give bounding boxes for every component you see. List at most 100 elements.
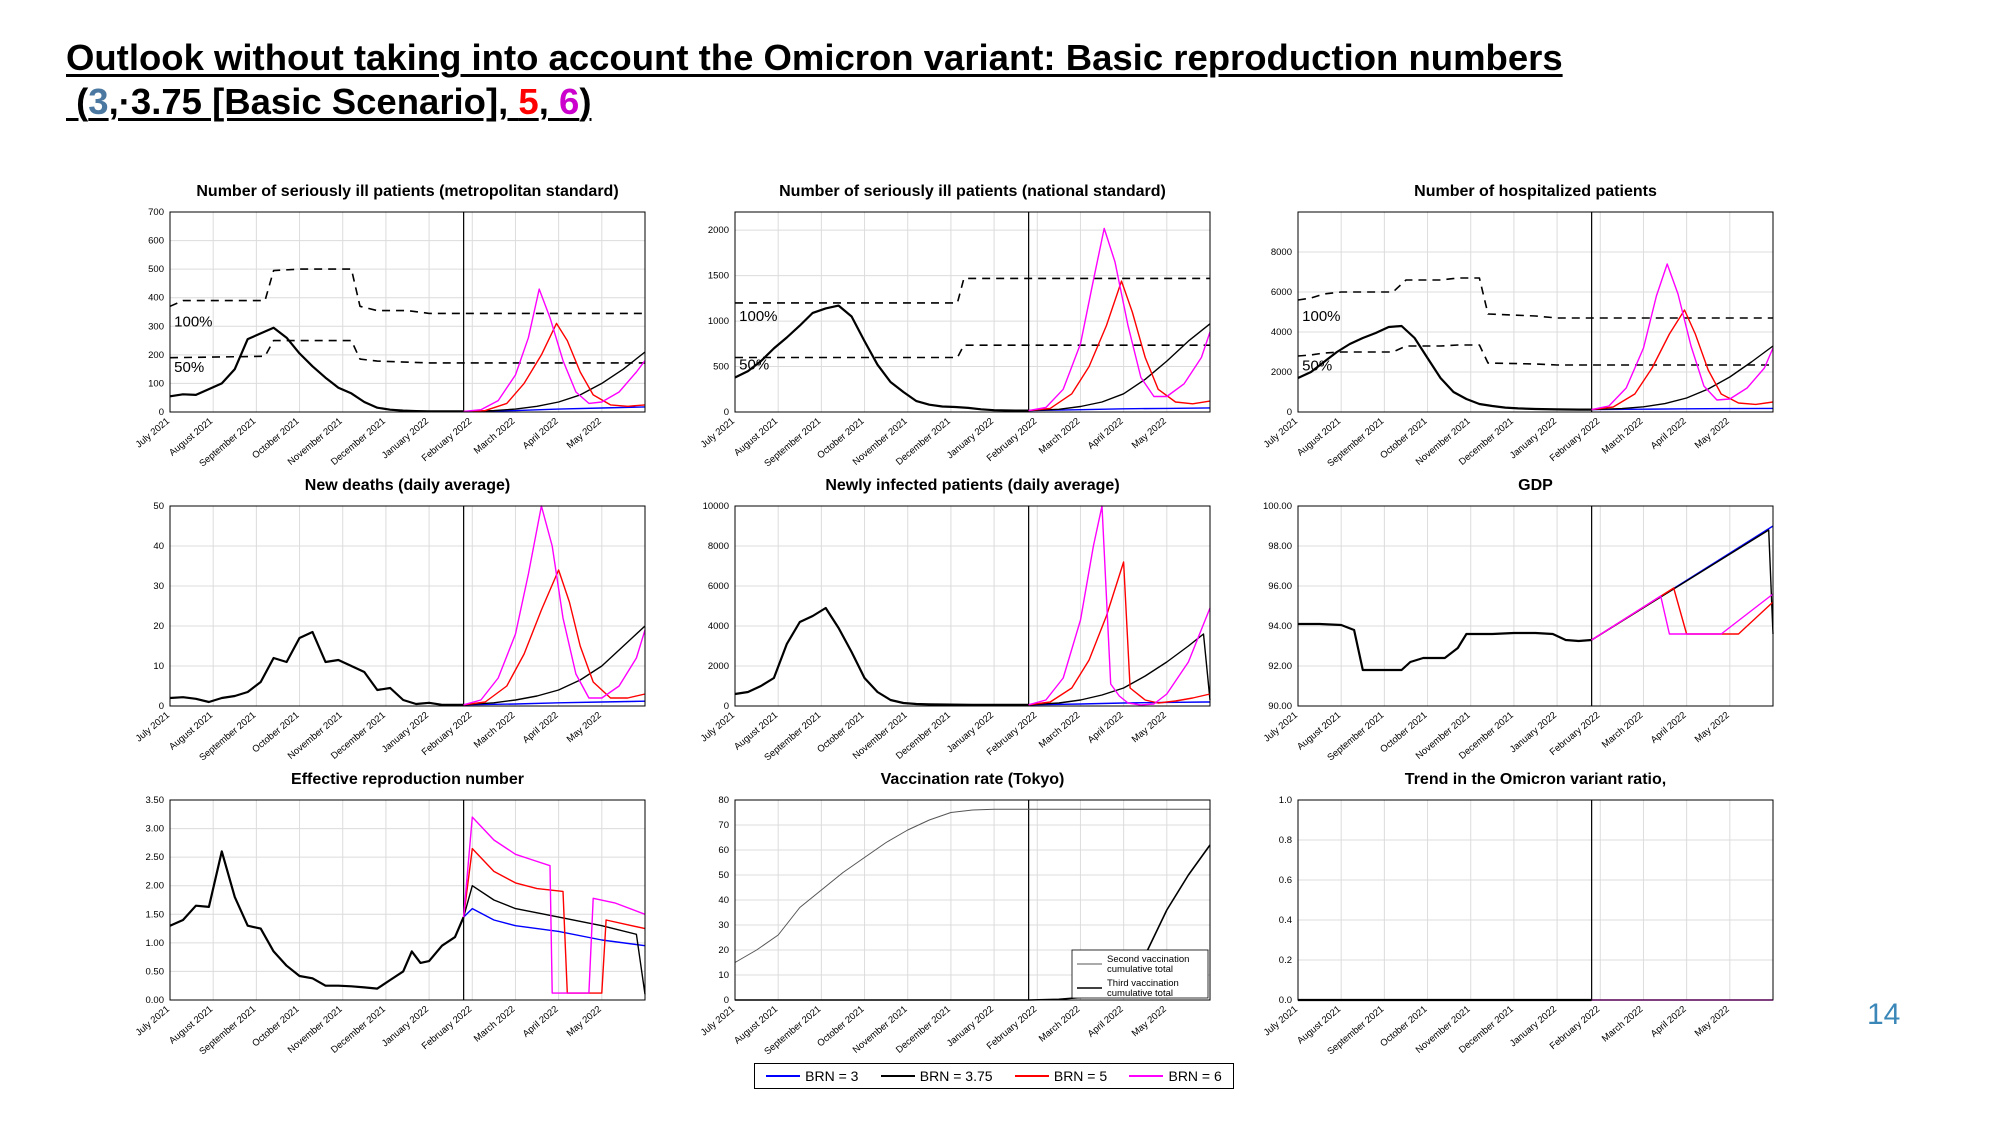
x-tick-label: May 2022 <box>1693 710 1732 745</box>
chart-title: New deaths (daily average) <box>305 477 510 494</box>
y-tick-label: 94.00 <box>1268 621 1292 632</box>
y-tick-label: 0 <box>159 701 164 712</box>
x-tick-label: March 2022 <box>472 1004 518 1045</box>
y-tick-label: 2000 <box>1271 367 1292 378</box>
y-tick-label: 300 <box>148 321 164 332</box>
legend-item-brn375: BRN = 3.75 <box>880 1068 993 1084</box>
series-line-brn-6 <box>463 288 646 413</box>
y-tick-label: 70 <box>718 820 729 831</box>
y-tick-label: 2000 <box>708 661 729 672</box>
y-tick-label: 0 <box>724 407 729 418</box>
x-tick-label: March 2022 <box>1037 416 1083 457</box>
inner-legend-line: cumulative total <box>1107 988 1173 999</box>
y-tick-label: 20 <box>153 621 164 632</box>
x-tick-label: March 2022 <box>1037 1004 1083 1045</box>
annotation-label: 100% <box>739 308 777 325</box>
legend-item-brn6: BRN = 6 <box>1129 1068 1222 1084</box>
series-line-history <box>734 304 1029 412</box>
x-tick-label: July 2021 <box>134 1004 172 1039</box>
y-tick-label: 8000 <box>1271 247 1292 258</box>
x-tick-label: May 2022 <box>1693 416 1732 451</box>
x-tick-label: May 2022 <box>1130 1004 1169 1039</box>
x-tick-label: May 2022 <box>565 1004 604 1039</box>
series-line-history <box>169 630 464 706</box>
y-tick-label: 50 <box>153 501 164 512</box>
y-tick-label: 98.00 <box>1268 541 1292 552</box>
y-tick-label: 1500 <box>708 271 729 282</box>
legend-label: BRN = 3.75 <box>919 1068 993 1084</box>
series-line-history <box>1298 622 1592 672</box>
series-line-brn-5 <box>1591 309 1774 411</box>
y-tick-label: 40 <box>153 541 164 552</box>
x-tick-label: March 2022 <box>472 710 518 751</box>
y-tick-label: 1000 <box>708 316 729 327</box>
y-tick-label: 96.00 <box>1268 581 1292 592</box>
series-line-history <box>1297 324 1592 411</box>
chart-title: Number of seriously ill patients (nation… <box>779 183 1166 200</box>
y-tick-label: 0 <box>1287 407 1292 418</box>
y-tick-label: 20 <box>718 945 729 956</box>
legend-label: BRN = 6 <box>1168 1068 1222 1084</box>
x-tick-label: April 2022 <box>1649 416 1689 452</box>
legend-swatch <box>1014 1075 1049 1077</box>
series-line-brn-3-75 <box>462 884 646 995</box>
x-tick-label: April 2022 <box>1086 1004 1126 1040</box>
slide-title-line1: Outlook without taking into account the … <box>66 37 1563 78</box>
y-tick-label: 10 <box>153 661 164 672</box>
series-line-100- <box>169 268 645 315</box>
slide-title-brn6: 6 <box>559 81 580 122</box>
x-tick-label: April 2022 <box>1086 416 1126 452</box>
y-tick-label: 10000 <box>703 501 729 512</box>
series-line-brn-6 <box>1028 505 1211 706</box>
inner-legend-line: Third vaccination <box>1107 978 1179 989</box>
inner-legend-box <box>1071 949 1209 999</box>
x-tick-label: April 2022 <box>521 1004 561 1040</box>
x-tick-label: May 2022 <box>1693 1004 1732 1039</box>
legend-swatch <box>880 1075 915 1077</box>
y-tick-label: 2000 <box>708 225 729 236</box>
series-line-brn-3-75 <box>463 625 646 706</box>
legend-swatch <box>766 1075 801 1077</box>
y-tick-label: 2.00 <box>146 881 165 892</box>
legend-swatch <box>1129 1075 1164 1077</box>
x-tick-label: July 2021 <box>699 1004 737 1039</box>
inner-legend-label: Third vaccination cumulative total <box>1107 978 1179 999</box>
x-tick-label: May 2022 <box>1130 416 1169 451</box>
x-tick-label: March 2022 <box>1037 710 1083 751</box>
chart-omicron-ratio: Trend in the Omicron variant ratio, 0.0 0.… <box>1262 771 1774 1057</box>
x-tick-label: March 2022 <box>472 416 518 457</box>
x-tick-label: May 2022 <box>565 416 604 451</box>
legend-label: BRN = 5 <box>1053 1068 1108 1084</box>
y-tick-label: 0.0 <box>1279 995 1292 1006</box>
series-line-brn-5 <box>463 322 646 413</box>
y-tick-label: 2.50 <box>146 852 165 863</box>
x-tick-label: July 2021 <box>1262 710 1300 745</box>
series-line-brn-3-75 <box>1028 323 1211 412</box>
slide-title-part: ) <box>579 81 592 122</box>
y-tick-label: 100.00 <box>1263 501 1292 512</box>
y-tick-label: 4000 <box>708 621 729 632</box>
y-tick-label: 80 <box>718 795 729 806</box>
chart-newly-infected: Newly infected patients (daily average) 0… <box>699 477 1211 763</box>
slide-title-part: , <box>538 81 560 122</box>
y-tick-label: 0.00 <box>146 995 165 1006</box>
y-tick-label: 90.00 <box>1268 701 1292 712</box>
legend-item-brn5: BRN = 5 <box>1014 1068 1108 1084</box>
x-tick-label: July 2021 <box>1262 1004 1300 1039</box>
plot-frame <box>734 211 1211 413</box>
x-tick-label: July 2021 <box>699 710 737 745</box>
y-tick-label: 1.00 <box>146 938 165 949</box>
plot-frame <box>1297 211 1774 413</box>
series-line-brn-6 <box>1591 593 1774 641</box>
y-tick-label: 400 <box>148 293 164 304</box>
slide-title: Outlook without taking into account the … <box>66 36 1563 124</box>
y-tick-label: 0.2 <box>1279 955 1292 966</box>
chart-seriously-ill-national: Number of seriously ill patients (nation… <box>699 183 1211 469</box>
legend-label: BRN = 3 <box>805 1068 859 1084</box>
chart-hospitalized: Number of hospitalized patients 0 2000 4000… <box>1262 183 1774 469</box>
annotation-label: 100% <box>174 313 212 330</box>
y-tick-label: 3.00 <box>146 824 165 835</box>
chart-title: Number of seriously ill patients (metrop… <box>196 183 618 200</box>
plot-frame <box>1297 505 1774 707</box>
chart-title: Number of hospitalized patients <box>1414 183 1657 200</box>
